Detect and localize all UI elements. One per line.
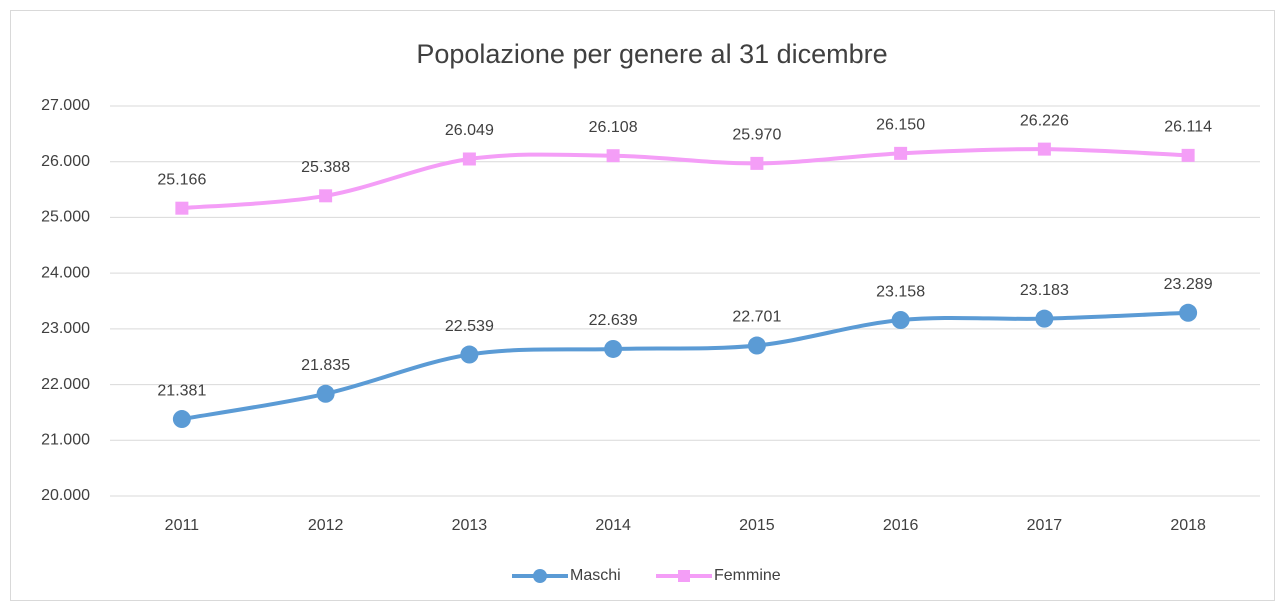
data-point	[747, 336, 766, 355]
data-point	[1035, 309, 1054, 328]
y-tick-label: 26.000	[41, 153, 90, 170]
data-point	[894, 146, 908, 160]
chart-title: Popolazione per genere al 31 dicembre	[416, 39, 887, 69]
y-tick-label: 24.000	[41, 264, 90, 281]
data-label: 21.835	[301, 357, 350, 374]
data-point	[750, 156, 764, 170]
data-point	[462, 152, 476, 166]
legend-label: Femmine	[714, 567, 781, 584]
x-tick-label: 2013	[452, 517, 488, 534]
y-tick-label: 22.000	[41, 376, 90, 393]
data-label: 22.539	[445, 318, 494, 335]
legend-label: Maschi	[570, 567, 621, 584]
x-tick-label: 2018	[1170, 517, 1206, 534]
data-label: 23.158	[876, 283, 925, 300]
y-tick-label: 20.000	[41, 487, 90, 504]
data-label: 26.114	[1164, 119, 1212, 136]
data-label: 25.970	[732, 127, 781, 144]
data-label: 21.381	[157, 382, 206, 399]
data-point	[175, 201, 189, 215]
data-label: 22.639	[589, 312, 638, 329]
data-label: 25.388	[301, 159, 350, 176]
x-tick-label: 2017	[1027, 517, 1063, 534]
x-tick-label: 2012	[308, 517, 344, 534]
data-point	[316, 384, 335, 403]
y-tick-label: 27.000	[41, 97, 90, 114]
legend-marker	[533, 569, 547, 583]
legend-marker	[678, 570, 690, 582]
data-label: 22.701	[732, 309, 781, 326]
data-point	[1181, 148, 1195, 162]
series-line	[179, 147, 1191, 211]
data-point	[1037, 142, 1051, 156]
data-point	[319, 189, 333, 203]
data-point	[606, 149, 620, 163]
data-label: 26.226	[1020, 112, 1069, 129]
y-tick-label: 25.000	[41, 209, 90, 226]
data-label: 25.166	[157, 171, 206, 188]
data-point	[1179, 303, 1198, 322]
data-point	[604, 339, 623, 358]
chart-border	[10, 10, 1275, 601]
x-tick-label: 2011	[165, 517, 200, 534]
data-label: 26.150	[876, 117, 925, 134]
data-point	[460, 345, 479, 364]
data-point	[891, 311, 910, 330]
data-label: 23.289	[1164, 276, 1213, 293]
data-label: 23.183	[1020, 282, 1069, 299]
x-tick-label: 2016	[883, 517, 919, 534]
data-label: 26.049	[445, 122, 494, 139]
data-point	[172, 410, 191, 429]
y-tick-label: 21.000	[41, 432, 90, 449]
x-tick-label: 2015	[739, 517, 775, 534]
y-tick-label: 23.000	[41, 320, 90, 337]
series-line	[179, 310, 1191, 422]
x-tick-label: 2014	[595, 517, 631, 534]
data-label: 26.108	[589, 119, 638, 136]
